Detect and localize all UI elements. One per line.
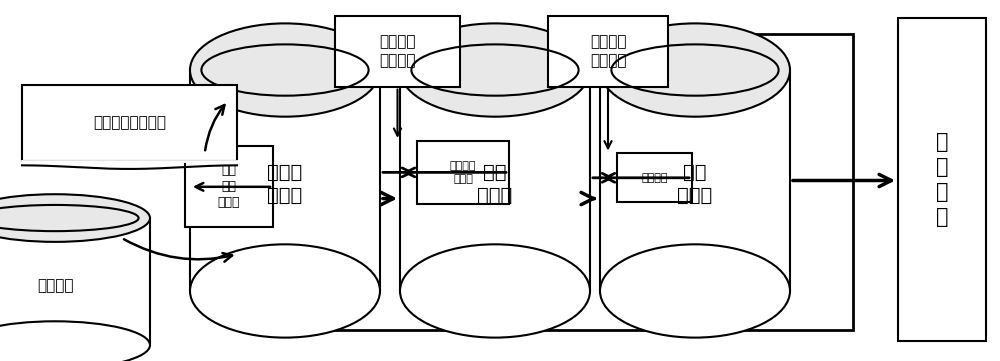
Bar — [548, 16, 668, 87]
Bar — [22, 85, 237, 161]
Ellipse shape — [0, 194, 150, 242]
Ellipse shape — [600, 244, 790, 338]
Bar — [0, 218, 150, 345]
Ellipse shape — [600, 23, 790, 117]
Text: 剔除不相
关特征: 剔除不相 关特征 — [450, 161, 476, 184]
Text: 随机森林
特征选择: 随机森林 特征选择 — [379, 35, 416, 68]
Text: 模
型
分
类: 模 型 分 类 — [936, 132, 948, 227]
Bar — [335, 16, 460, 87]
Bar — [617, 153, 692, 202]
Bar — [417, 141, 509, 204]
Text: 融合
特征集: 融合 特征集 — [677, 163, 713, 205]
Ellipse shape — [400, 23, 590, 117]
Text: 降低冗余: 降低冗余 — [641, 173, 668, 183]
Text: 多视角
特征集: 多视角 特征集 — [267, 163, 303, 205]
Ellipse shape — [400, 244, 590, 338]
Ellipse shape — [0, 321, 150, 361]
Bar — [190, 70, 380, 291]
Text: 原始信号: 原始信号 — [37, 278, 73, 293]
Text: 有效
特征集: 有效 特征集 — [477, 163, 513, 205]
Bar — [898, 18, 986, 341]
Text: 自编码器
特征融合: 自编码器 特征融合 — [590, 35, 626, 68]
Bar — [258, 34, 853, 330]
Bar — [600, 70, 790, 291]
Bar — [185, 146, 273, 227]
Text: 时域
频域
时频域: 时域 频域 时频域 — [218, 164, 240, 209]
Bar — [400, 70, 590, 291]
Ellipse shape — [190, 244, 380, 338]
Text: 滚动轴承故障标签: 滚动轴承故障标签 — [93, 115, 166, 130]
Ellipse shape — [190, 23, 380, 117]
